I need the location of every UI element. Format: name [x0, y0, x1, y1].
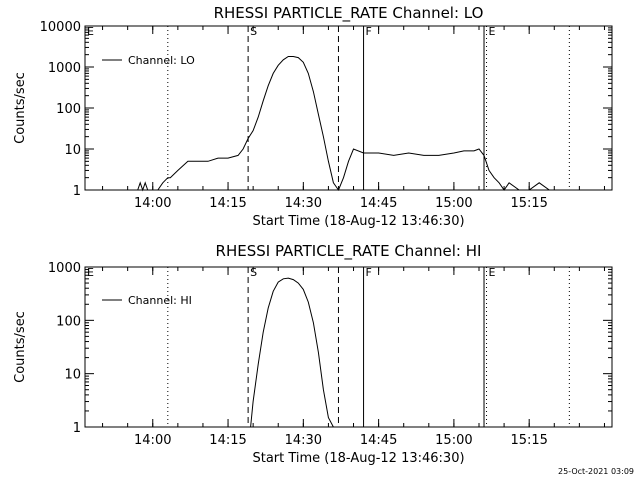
time-marker-label: E [87, 25, 94, 38]
plot-frame [84, 266, 613, 428]
chart-panel-hi: RHESSI PARTICLE_RATE Channel: HI 14:00 14:… [13, 242, 613, 466]
x-axis-label: Start Time (18-Aug-12 13:46:30) [252, 451, 464, 466]
x-tick-label: 15:00 [435, 433, 472, 448]
y-axis-label: Counts/sec [13, 311, 28, 383]
series-line [135, 56, 565, 192]
time-marker-label: E [489, 25, 496, 38]
chart-title: RHESSI PARTICLE_RATE Channel: LO [214, 4, 484, 23]
x-tick-label: 15:15 [510, 196, 547, 211]
time-marker-label: E [489, 266, 496, 279]
x-tick-label: 14:45 [360, 433, 397, 448]
y-tick-label: 10 [64, 368, 81, 383]
y-tick-label: 10000 [40, 20, 81, 35]
y-axis-label: Counts/sec [13, 72, 28, 144]
y-tick-label: 1 [73, 421, 81, 436]
x-tick-label: 14:00 [134, 433, 171, 448]
x-tick-label: 14:00 [134, 196, 171, 211]
y-tick-label: 10 [64, 143, 81, 158]
y-tick-label: 100 [56, 314, 81, 329]
footer-timestamp: 25-Oct-2021 03:09 [558, 467, 634, 476]
plot-frame [84, 25, 613, 191]
chart-panel-lo: RHESSI PARTICLE_RATE Channel: LO 14:00 14:… [13, 4, 613, 229]
y-tick-label: 1000 [48, 261, 81, 276]
chart-title: RHESSI PARTICLE_RATE Channel: HI [216, 242, 482, 261]
x-tick-label: 14:30 [285, 196, 322, 211]
y-tick-label: 1 [73, 184, 81, 199]
time-marker-label: F [366, 266, 372, 279]
series-line [250, 277, 334, 428]
time-marker-label: F [366, 25, 372, 38]
time-marker-label: E [87, 266, 94, 279]
time-marker-label: S [250, 25, 257, 38]
x-tick-label: 14:15 [209, 433, 246, 448]
x-tick-label: 14:15 [209, 196, 246, 211]
x-tick-label: 14:30 [285, 433, 322, 448]
y-tick-label: 100 [56, 102, 81, 117]
y-tick-label: 1000 [48, 61, 81, 76]
legend-label: Channel: LO [128, 54, 195, 67]
x-tick-label: 14:45 [360, 196, 397, 211]
x-tick-label: 15:00 [435, 196, 472, 211]
time-marker-label: S [250, 266, 257, 279]
legend-label: Channel: HI [128, 294, 192, 307]
x-axis-label: Start Time (18-Aug-12 13:46:30) [252, 214, 464, 229]
x-tick-label: 15:15 [510, 433, 547, 448]
